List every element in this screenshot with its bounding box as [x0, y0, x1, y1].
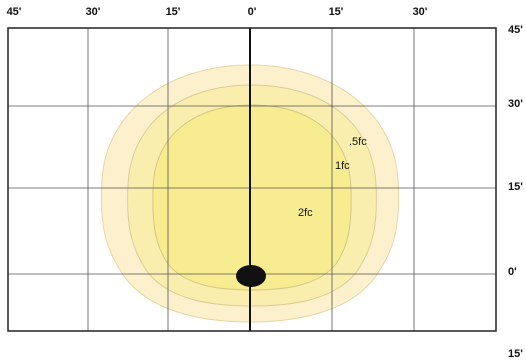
top-label: 45'	[7, 6, 22, 18]
right-label: 15'	[508, 348, 523, 360]
top-label: 30'	[413, 6, 428, 18]
frame	[7, 27, 497, 332]
top-label: 30'	[86, 6, 101, 18]
contour-label: 2fc	[298, 207, 313, 219]
right-label: 45'	[508, 24, 523, 36]
contour-inner	[152, 104, 352, 291]
contour-label: .5fc	[349, 136, 367, 148]
fixture	[236, 265, 266, 287]
top-label: 15'	[329, 6, 344, 18]
right-label: 0'	[508, 266, 517, 278]
top-label: 0'	[248, 6, 257, 18]
right-label: 30'	[508, 98, 523, 110]
right-label: 15'	[508, 181, 523, 193]
contour-label: 1fc	[335, 160, 350, 172]
top-label: 15'	[166, 6, 181, 18]
